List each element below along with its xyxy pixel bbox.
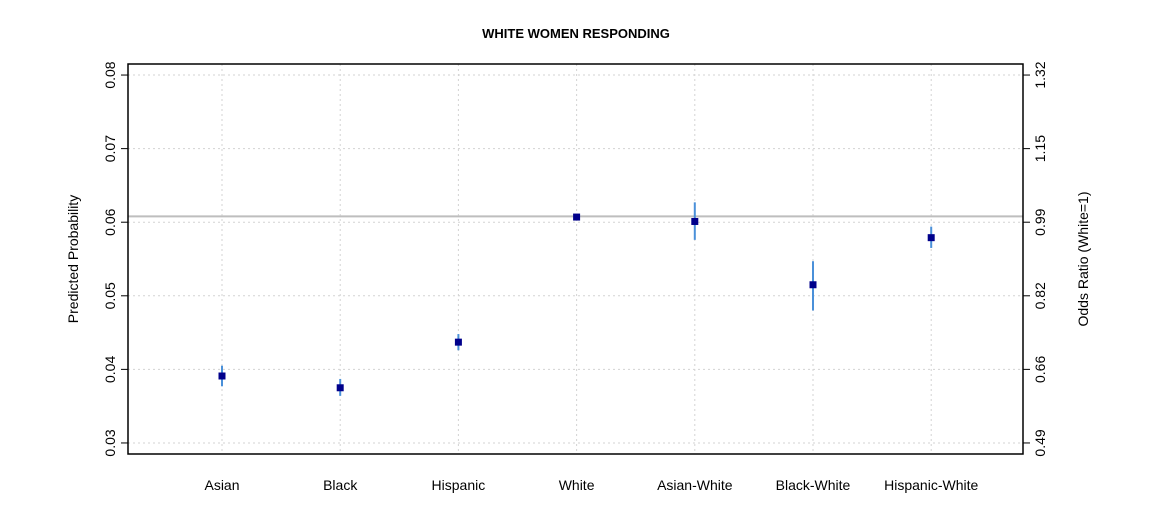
data-point: [573, 213, 581, 221]
chart-title: WHITE WOMEN RESPONDING: [482, 26, 670, 41]
y-tick-label: 0.06: [102, 208, 118, 235]
y2-tick-label: 0.82: [1032, 282, 1048, 309]
x-tick-label: White: [559, 477, 595, 493]
y-tick-label: 0.04: [102, 356, 118, 383]
y2-tick-label: 0.99: [1032, 208, 1048, 235]
y-axis-label: Predicted Probability: [65, 195, 81, 323]
data-point: [927, 234, 935, 242]
y2-tick-label: 1.15: [1032, 135, 1048, 162]
plot-frame: [127, 63, 1024, 455]
y2-tick-label: 0.49: [1032, 429, 1048, 456]
data-point: [454, 338, 462, 346]
data-point: [809, 281, 817, 289]
marks-layer: [218, 202, 935, 396]
y-tick-label: 0.05: [102, 282, 118, 309]
y2-tick-label: 1.32: [1032, 61, 1048, 88]
data-point: [691, 217, 699, 225]
data-point: [218, 372, 226, 380]
x-tick-label: Black-White: [776, 477, 851, 493]
grid-layer: [128, 64, 1023, 454]
x-tick-label: Asian: [204, 477, 239, 493]
y-tick-label: 0.03: [102, 429, 118, 456]
data-point: [336, 384, 344, 392]
y-tick-label: 0.07: [102, 135, 118, 162]
x-tick-label: Hispanic: [432, 477, 486, 493]
x-tick-label: Asian-White: [657, 477, 733, 493]
y-tick-label: 0.08: [102, 61, 118, 88]
x-tick-label: Black: [323, 477, 358, 493]
y2-axis-label: Odds Ratio (White=1): [1075, 192, 1091, 327]
axes-layer: 0.03 0.49 0.04 0.66 0.05 0.82 0.06 0.99 0.07 1.15…: [102, 61, 1048, 493]
x-tick-label: Hispanic-White: [884, 477, 978, 493]
y2-tick-label: 0.66: [1032, 356, 1048, 383]
